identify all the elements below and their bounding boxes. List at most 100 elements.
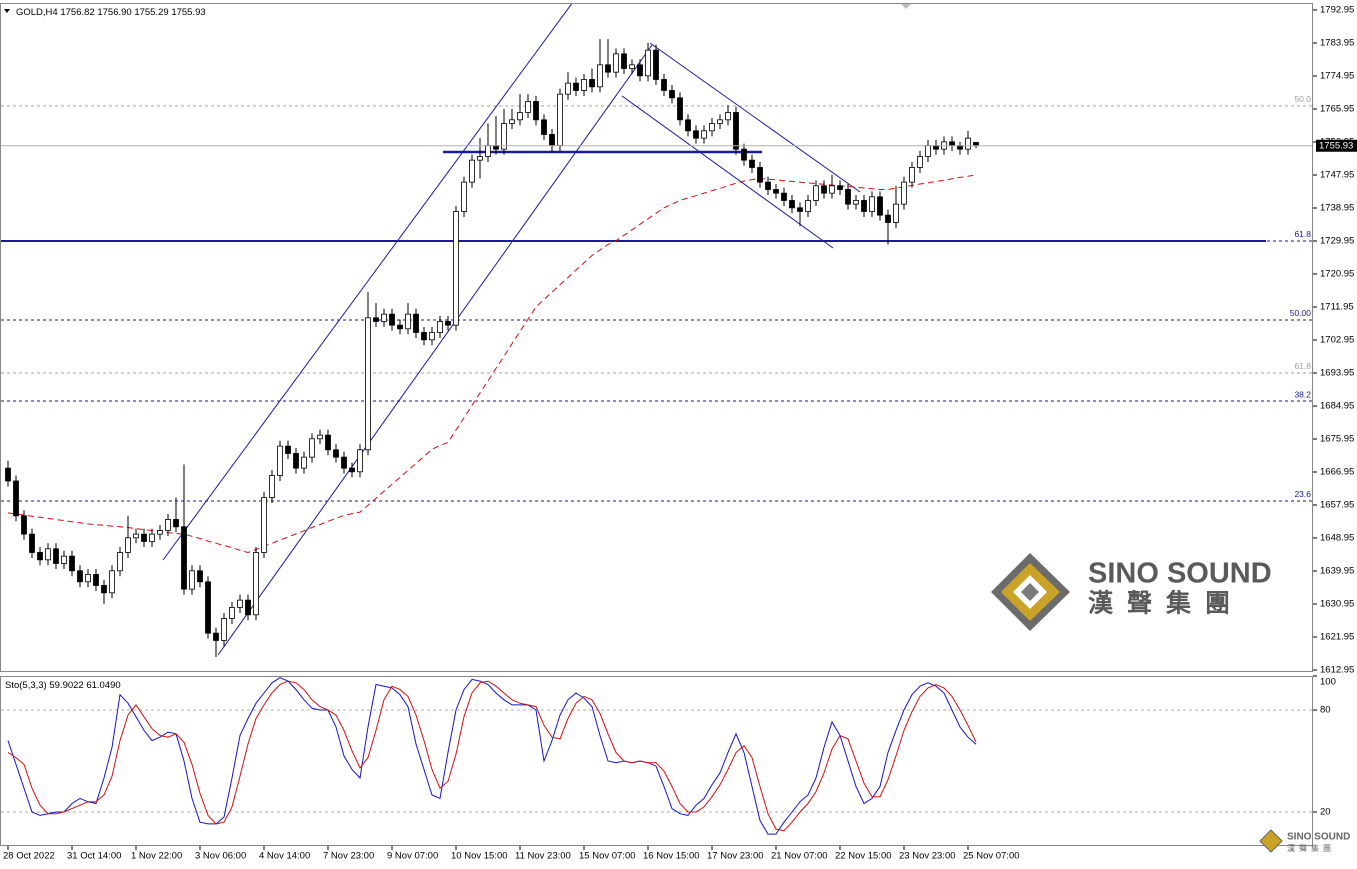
channel-line [649,42,861,193]
drawings [162,4,911,656]
candle-body [701,130,707,139]
y-tick-label: 1621.95 [1320,632,1354,643]
level-label: 50.00 [1290,308,1312,318]
candle-body [725,112,731,121]
candle-body [541,119,547,135]
candle-body [205,581,211,634]
candle-body [469,159,475,183]
candle-body [181,526,187,590]
candle-body [325,434,331,451]
candle-body [37,552,43,561]
y-tick-label: 1657.95 [1320,500,1354,511]
sto-plot [1,677,1312,835]
axes: 1792.951783.951774.951765.951756.951747.… [3,5,1357,862]
x-tick-label: 10 Nov 15:00 [451,851,508,862]
candle-body [485,145,491,157]
main-panel [0,3,1313,672]
x-tick-label: 7 Nov 23:00 [323,851,374,862]
y-tick-label: 1630.95 [1320,599,1354,610]
y-tick-label: 1720.95 [1320,269,1354,280]
candle-body [341,456,347,469]
logo-chinese: 漢聲集團 [1088,589,1244,618]
candle-body [221,618,227,641]
candle-body [77,570,83,583]
menu-triangle[interactable] [4,9,10,13]
candle-body [885,214,891,223]
candle-body [653,49,659,80]
candle-body [757,167,763,183]
sto-line [7,677,977,835]
x-tick-label: 25 Nov 07:00 [963,851,1020,862]
candle-body [197,570,203,583]
candle-body [477,156,483,161]
candle-body [621,53,627,69]
candle-body [301,456,307,469]
candle-body [565,82,571,95]
candle-body [381,313,387,322]
y-tick-label: 1648.95 [1320,533,1354,544]
x-tick-label: 17 Nov 23:00 [707,851,764,862]
level-label: 61.8 [1294,229,1311,239]
x-tick-label: 28 Oct 2022 [3,851,55,862]
corner-logo: SINO SOUND 漢聲集團 [1259,829,1350,853]
price-plot [1,39,1312,657]
y-tick-label: 1675.95 [1320,434,1354,445]
candle-body [373,317,379,322]
y-tick-label: 80 [1320,705,1331,716]
readout: 1755.29 [134,7,168,18]
marker [901,4,911,9]
candle-body [573,82,579,91]
logo-name: SINO SOUND [1088,558,1272,590]
x-tick-label: 16 Nov 15:00 [643,851,700,862]
x-tick-label: 11 Nov 23:00 [515,851,571,862]
candle-body [605,64,611,73]
symbol-header: GOLD,H4 1756.82 1756.90 1755.29 1755.93 [16,7,206,18]
y-tick-label: 1765.95 [1320,104,1354,115]
candle-body [781,192,787,201]
candle-body [693,130,699,139]
channel-line [217,44,653,656]
candle-body [357,449,363,473]
candle-body [173,519,179,528]
y-tick-label: 1738.95 [1320,203,1354,214]
y-tick-label: 1783.95 [1320,38,1354,49]
readout: 1756.82 [60,7,94,18]
candle-body [773,189,779,194]
candle-body [157,530,163,535]
x-tick-label: 23 Nov 23:00 [899,851,956,862]
candle-body [813,185,819,201]
x-tick-label: 3 Nov 06:00 [195,851,246,862]
sto-title: Sto(5,3,3) [5,680,47,691]
candle-body [429,332,435,341]
x-tick-label: 9 Nov 07:00 [387,851,438,862]
candle-body [789,200,795,209]
y-tick-label: 1729.95 [1320,236,1354,247]
y-tick-label: 1684.95 [1320,401,1354,412]
candle-body [317,434,323,440]
candle-body [437,321,443,333]
candle-body [189,570,195,590]
candle-body [549,134,555,146]
candle-body [5,467,11,482]
candle-body [365,317,371,451]
candle-body [925,145,931,157]
candle-body [133,533,139,539]
candle-body [877,196,883,216]
y-tick-label: 1792.95 [1320,5,1354,16]
candle-body [717,119,723,124]
candle-body [349,467,355,473]
candle-body [837,185,843,190]
candle-body [69,555,75,572]
candle-body [93,574,99,586]
candle-body [245,599,251,616]
moving-average [7,174,977,554]
candle-body [965,137,971,150]
candle-body [733,112,739,150]
candle-body [389,313,395,326]
x-tick-label: 22 Nov 15:00 [835,851,892,862]
readout: 61.0490 [86,680,120,691]
candle-body [229,607,235,619]
candle-body [421,332,427,341]
candle-body [709,123,715,132]
y-tick-label: 1639.95 [1320,566,1354,577]
